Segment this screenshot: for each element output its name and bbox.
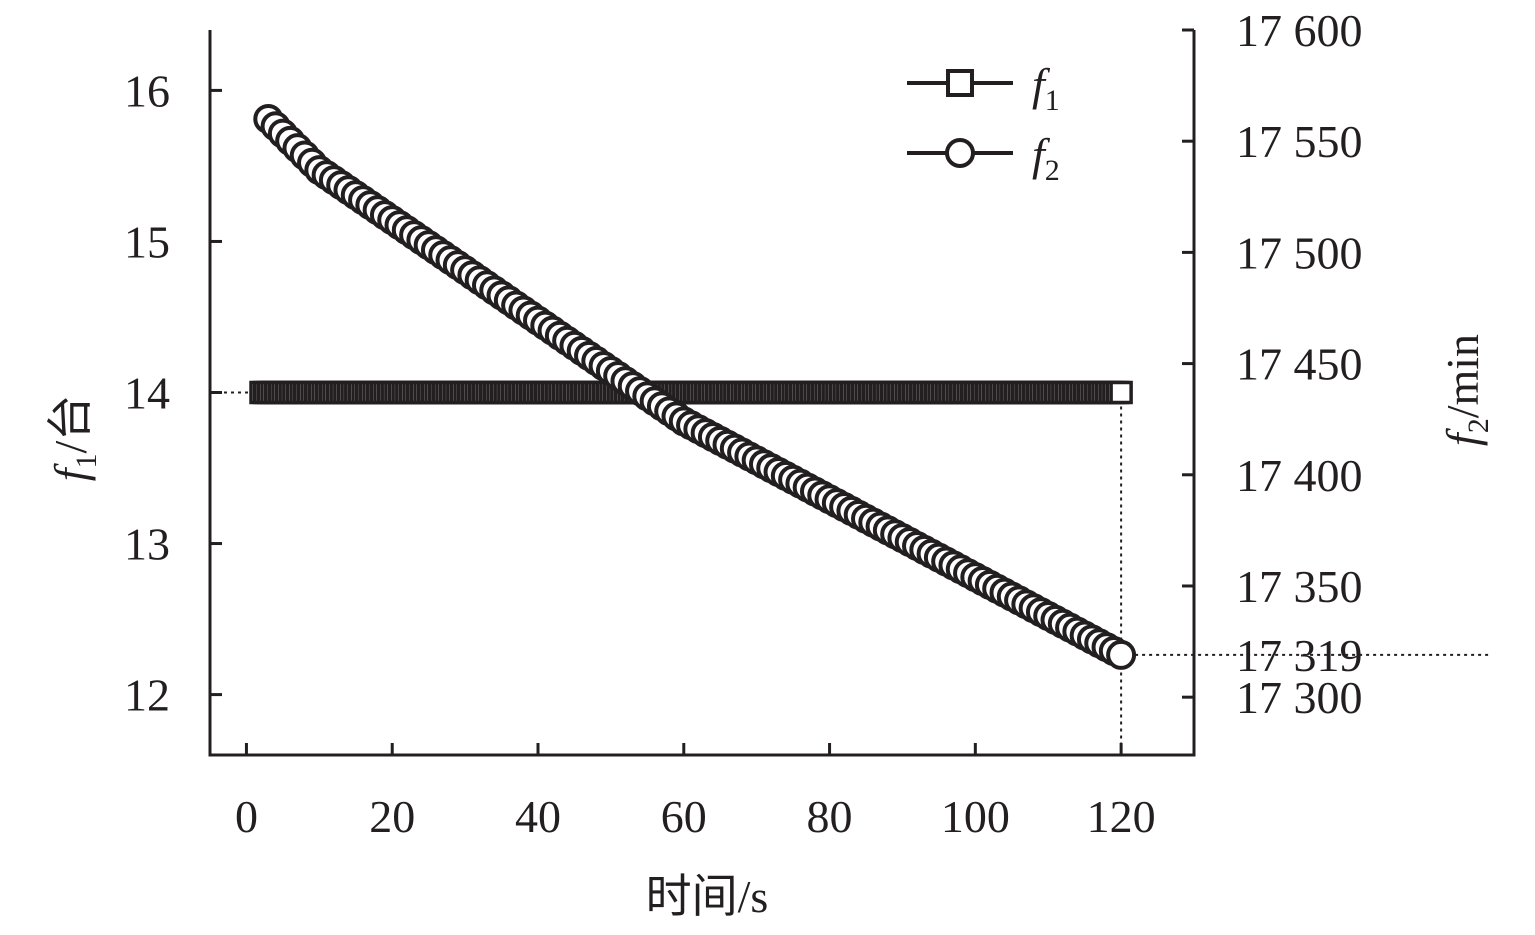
y-right-tick-label: 17 550 [1236, 116, 1363, 167]
x-axis-title: 时间/s [646, 871, 769, 922]
y-right-axis-unit: /min [1437, 334, 1488, 418]
legend-f2-marker [945, 138, 975, 168]
y-right-tick-label: 17 450 [1236, 339, 1363, 390]
y-right-tick-label: 17 300 [1236, 672, 1363, 723]
y-left-tick-label: 16 [124, 65, 170, 116]
y-left-tick-label: 14 [124, 368, 170, 419]
y-left-tick-label: 12 [124, 670, 170, 721]
series-f2 [253, 103, 1137, 670]
legend-f2-label: f2 [1032, 129, 1060, 187]
legend-item-f2: f2 [907, 129, 1060, 187]
x-tick-label: 80 [807, 791, 853, 842]
f2-point [1106, 639, 1137, 670]
y-left-axis-unit: /台 [45, 395, 96, 454]
y-right-tick-label: 17 350 [1236, 561, 1363, 612]
y-right-axis-subscript: 2 [1462, 418, 1495, 433]
x-tick-label: 0 [235, 791, 258, 842]
x-tick-label: 60 [661, 791, 707, 842]
y-right-tick-label: 17 600 [1236, 5, 1363, 56]
x-tick-label: 100 [941, 791, 1010, 842]
y-right-tick-label: 17 500 [1236, 227, 1363, 278]
f1-point [1109, 380, 1133, 405]
y-right-axis-title: f2/min [1437, 334, 1495, 446]
x-tick-label: 120 [1087, 791, 1156, 842]
series-f1 [249, 380, 1133, 405]
y-left-tick-label: 13 [124, 519, 170, 570]
legend: f1 f2 [907, 59, 1060, 187]
legend-item-f1: f1 [907, 59, 1060, 117]
legend-f1-label: f1 [1032, 59, 1060, 117]
legend-f1-marker [946, 69, 974, 97]
x-tick-label: 20 [369, 791, 415, 842]
y-right-tick-label: 17 319 [1236, 630, 1363, 681]
y-left-tick-label: 15 [124, 216, 170, 267]
y-left-axis-subscript: 1 [70, 454, 103, 469]
x-tick-label: 40 [515, 791, 561, 842]
y-left-axis-title: f1/台 [45, 395, 103, 482]
y-right-tick-label: 17 400 [1236, 450, 1363, 501]
